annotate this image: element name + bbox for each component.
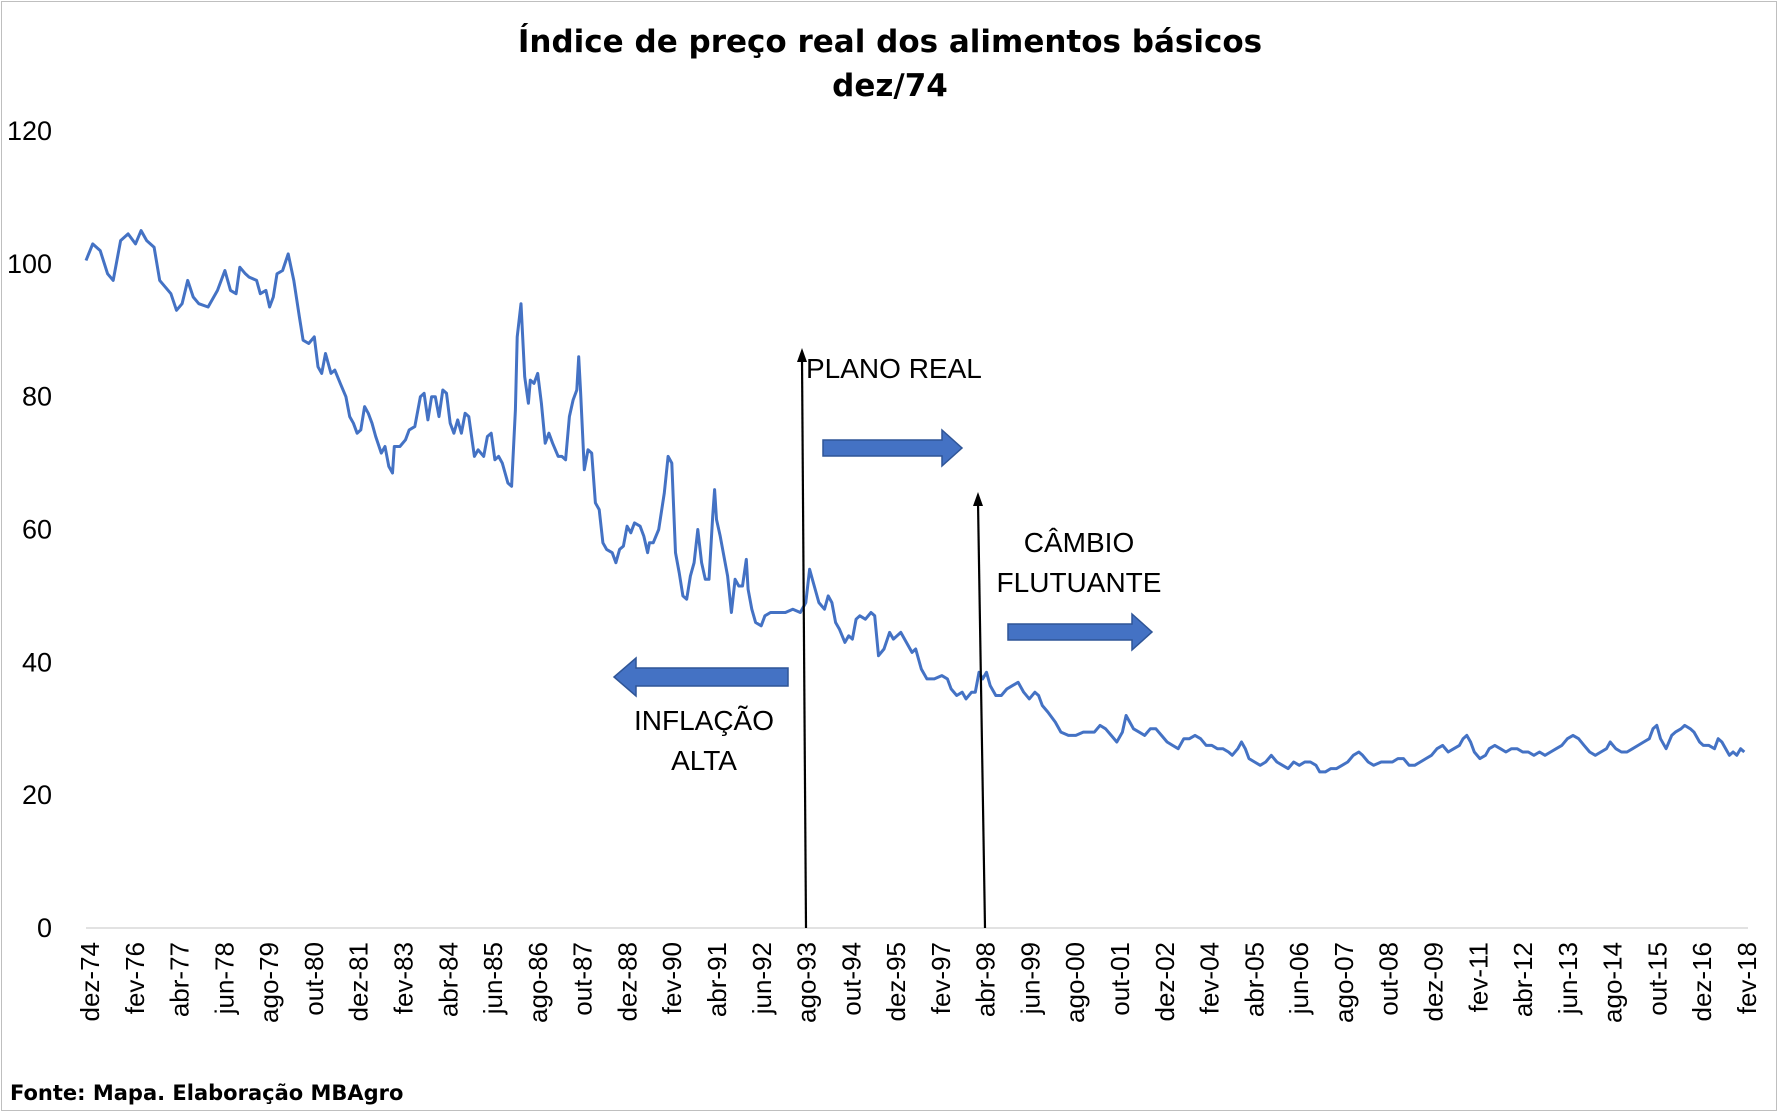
x-tick-label: ago-07 — [1329, 942, 1359, 1023]
x-tick-label: out-87 — [568, 942, 598, 1016]
x-tick-label: jun-85 — [478, 942, 508, 1015]
x-tick-label: fev-83 — [388, 942, 418, 1014]
x-tick-label: fev-18 — [1732, 942, 1762, 1014]
x-tick-label: abr-77 — [165, 942, 195, 1017]
y-tick-label: 100 — [7, 249, 52, 279]
cambio-marker — [973, 492, 987, 929]
x-tick-label: abr-12 — [1508, 942, 1538, 1017]
x-tick-label: dez-81 — [344, 942, 374, 1022]
x-tick-label: abr-91 — [702, 942, 732, 1017]
plano-real-label: PLANO REAL — [806, 353, 982, 384]
x-tick-label: out-80 — [299, 942, 329, 1016]
x-tick-label: jun-13 — [1553, 942, 1583, 1015]
series-line — [84, 229, 1746, 774]
cambio-label-line1: CÂMBIO — [1024, 527, 1134, 558]
chart-subtitle: dez/74 — [832, 68, 948, 104]
cambio-arrowhead — [973, 492, 983, 506]
inflacao-left-arrow — [612, 656, 789, 698]
x-axis: dez-74 fev-76 abr-77 jun-78 ago-79 out-80 dez-… — [75, 942, 1762, 1023]
x-tick-label: dez-74 — [75, 942, 105, 1022]
x-tick-label: abr-05 — [1239, 942, 1269, 1017]
y-tick-label: 80 — [22, 382, 52, 412]
cambio-line — [976, 501, 987, 929]
x-tick-label: dez-88 — [612, 942, 642, 1022]
x-tick-label: dez-02 — [1150, 942, 1180, 1022]
inflacao-label-line1: INFLAÇÃO — [634, 705, 774, 736]
x-tick-label: fev-11 — [1463, 942, 1493, 1012]
x-tick-label: out-15 — [1642, 942, 1672, 1016]
y-axis: 0 20 40 60 80 100 120 — [7, 116, 52, 943]
x-tick-label: out-94 — [836, 942, 866, 1016]
y-tick-label: 20 — [22, 780, 52, 810]
x-tick-label: fev-90 — [657, 942, 687, 1014]
cambio-right-arrow — [1007, 612, 1154, 652]
x-tick-label: abr-84 — [433, 942, 463, 1017]
source-note: Fonte: Mapa. Elaboração MBAgro — [10, 1081, 403, 1105]
x-tick-label: jun-78 — [209, 942, 239, 1015]
y-tick-label: 40 — [22, 647, 52, 677]
x-tick-label: dez-95 — [881, 942, 911, 1022]
x-tick-label: fev-04 — [1195, 942, 1225, 1014]
x-tick-label: abr-98 — [971, 942, 1001, 1017]
x-tick-label: out-08 — [1374, 942, 1404, 1016]
x-tick-label: dez-16 — [1687, 942, 1717, 1022]
plano-real-right-arrow — [822, 428, 964, 468]
x-tick-label: ago-14 — [1598, 942, 1628, 1023]
x-tick-label: fev-76 — [120, 942, 150, 1014]
chart-title: Índice de preço real dos alimentos básic… — [518, 24, 1262, 60]
y-tick-label: 0 — [37, 913, 52, 943]
cambio-label-line2: FLUTUANTE — [997, 567, 1162, 598]
x-tick-label: dez-09 — [1419, 942, 1449, 1022]
x-tick-label: ago-00 — [1060, 942, 1090, 1023]
x-tick-label: ago-86 — [523, 942, 553, 1023]
x-tick-label: fev-97 — [926, 942, 956, 1014]
plano-real-marker — [797, 348, 808, 929]
x-tick-label: ago-79 — [254, 942, 284, 1023]
x-tick-label: jun-99 — [1015, 942, 1045, 1015]
x-tick-label: ago-93 — [792, 942, 822, 1023]
x-tick-label: jun-06 — [1284, 942, 1314, 1015]
y-tick-label: 120 — [7, 116, 52, 146]
x-tick-label: jun-92 — [747, 942, 777, 1015]
inflacao-label-line2: ALTA — [671, 745, 737, 776]
y-tick-label: 60 — [22, 515, 52, 545]
x-tick-label: out-01 — [1105, 942, 1135, 1016]
plano-real-line — [800, 357, 808, 929]
plano-real-arrowhead — [797, 348, 807, 362]
